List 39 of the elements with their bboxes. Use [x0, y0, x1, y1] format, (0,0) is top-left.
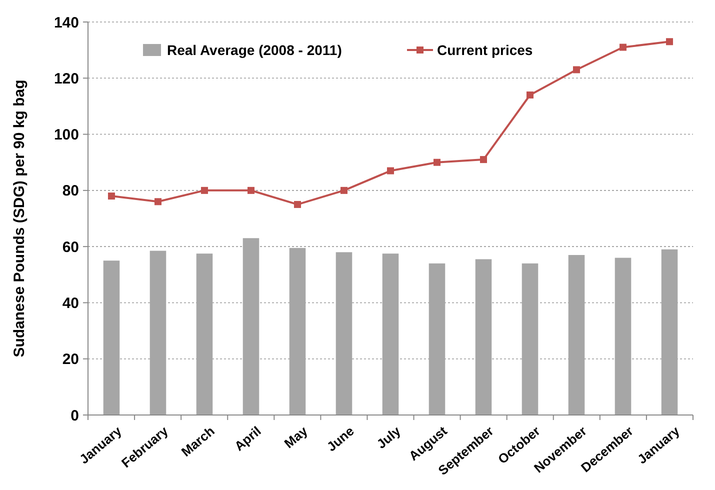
bar	[614, 258, 632, 415]
y-tick-label: 140	[54, 14, 79, 32]
bar	[242, 238, 260, 415]
point	[200, 186, 208, 194]
bar	[522, 263, 538, 415]
x-tick-label: May	[281, 422, 311, 452]
legend-label: Real Average (2008 - 2011)	[167, 42, 342, 58]
bar	[150, 250, 166, 415]
bar	[336, 252, 352, 415]
bar	[382, 254, 399, 415]
point	[247, 186, 254, 194]
y-tick-label: 100	[54, 126, 79, 144]
bar	[568, 254, 585, 415]
y-tick-label: 60	[62, 238, 79, 256]
point	[480, 156, 488, 164]
point	[340, 186, 348, 194]
point	[620, 44, 627, 51]
y-tick-label: 0	[70, 407, 79, 424]
bar	[428, 263, 446, 415]
point	[526, 91, 534, 98]
point	[434, 158, 441, 166]
legend-label: Current prices	[437, 42, 533, 58]
bar	[196, 254, 213, 415]
bar	[103, 260, 120, 415]
point	[666, 38, 674, 46]
bar	[289, 248, 306, 415]
y-axis-title: Sudanese Pounds (SDG) per 90 kg bag	[11, 80, 28, 358]
bar	[661, 249, 678, 415]
x-tick-label: July	[374, 422, 404, 452]
point	[387, 167, 394, 174]
point	[108, 192, 115, 200]
y-tick-label: 20	[62, 351, 79, 368]
point	[154, 198, 162, 206]
point	[573, 66, 580, 74]
y-tick-label: 40	[62, 294, 79, 312]
point	[294, 200, 301, 208]
y-tick-label: 120	[54, 70, 79, 88]
bar	[475, 259, 492, 415]
y-tick-label: 80	[62, 182, 79, 200]
